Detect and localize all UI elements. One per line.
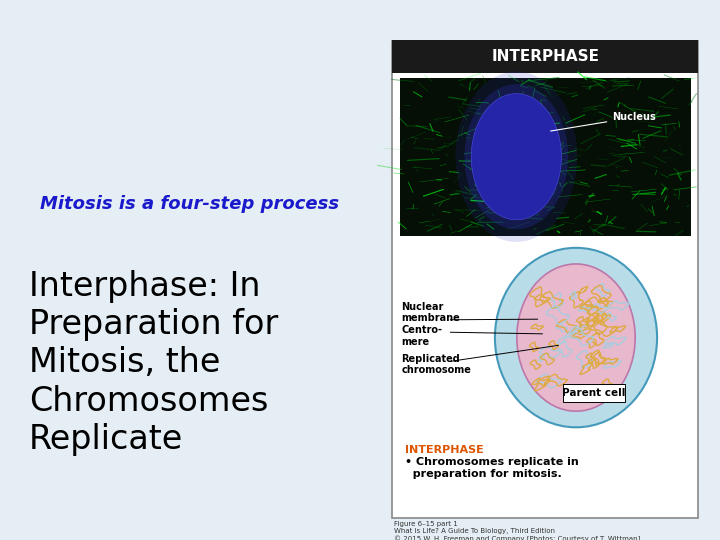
Ellipse shape: [472, 93, 562, 220]
Ellipse shape: [472, 93, 562, 220]
Text: Replicated
chromosome: Replicated chromosome: [402, 354, 472, 375]
Text: Nuclear
membrane
Centro-
mere: Nuclear membrane Centro- mere: [402, 302, 460, 347]
Bar: [400, 78, 690, 235]
Text: Interphase: In
Preparation for
Mitosis, the
Chromosomes
Replicate: Interphase: In Preparation for Mitosis, …: [29, 270, 278, 456]
Text: INTERPHASE: INTERPHASE: [405, 445, 483, 455]
Bar: [392, 40, 698, 518]
Text: Figure 6–15 part 1
What Is Life? A Guide To Biology, Third Edition
© 2015 W. H. : Figure 6–15 part 1 What Is Life? A Guide…: [394, 521, 640, 540]
FancyBboxPatch shape: [563, 384, 625, 402]
Ellipse shape: [464, 84, 568, 230]
Text: INTERPHASE: INTERPHASE: [492, 49, 600, 64]
Bar: [392, 40, 698, 73]
Ellipse shape: [517, 264, 635, 411]
Ellipse shape: [456, 72, 577, 242]
Ellipse shape: [495, 248, 657, 427]
Text: • Chromosomes replicate in
  preparation for mitosis.: • Chromosomes replicate in preparation f…: [405, 457, 578, 479]
Text: Nucleus: Nucleus: [551, 112, 656, 131]
Text: Mitosis is a four-step process: Mitosis is a four-step process: [40, 195, 338, 213]
Text: Parent cell: Parent cell: [562, 388, 626, 398]
